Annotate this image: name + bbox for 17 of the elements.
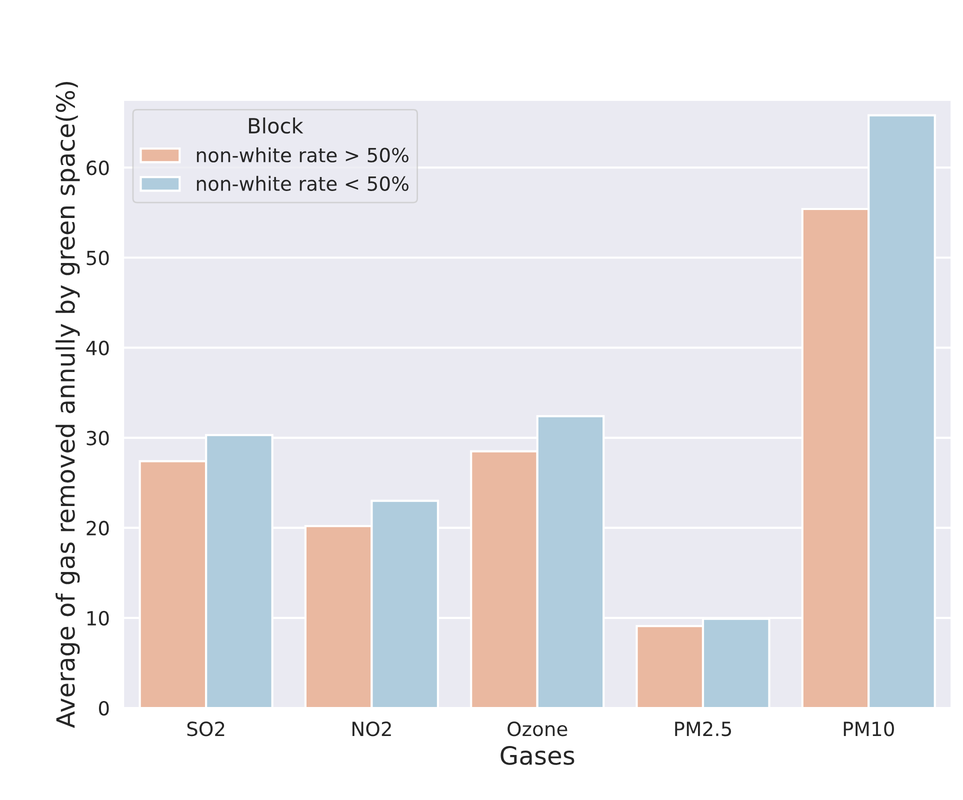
x-tick-label: PM2.5 — [675, 722, 732, 736]
legend-label: non-white rate < 50% — [196, 176, 408, 191]
y-tick-label: 20 — [86, 520, 109, 536]
y-tick-label: 60 — [86, 160, 109, 176]
y-tick-label: 0 — [98, 700, 109, 716]
x-tick-label: Ozone — [508, 722, 568, 736]
x-axis-title: Gases — [500, 746, 574, 765]
y-tick-label: 40 — [86, 340, 109, 356]
y-axis-title: Average of gas removed annully by green space(%) — [56, 82, 80, 728]
x-tick-label: PM10 — [844, 722, 894, 736]
y-tick-label: 50 — [86, 250, 109, 266]
y-tick-label: 30 — [86, 430, 109, 446]
x-tick-label: NO2 — [352, 722, 391, 736]
legend-label: non-white rate > 50% — [196, 147, 408, 162]
legend-title: Block — [249, 118, 304, 134]
x-tick-label: SO2 — [187, 722, 224, 736]
y-tick-label: 10 — [87, 610, 109, 626]
